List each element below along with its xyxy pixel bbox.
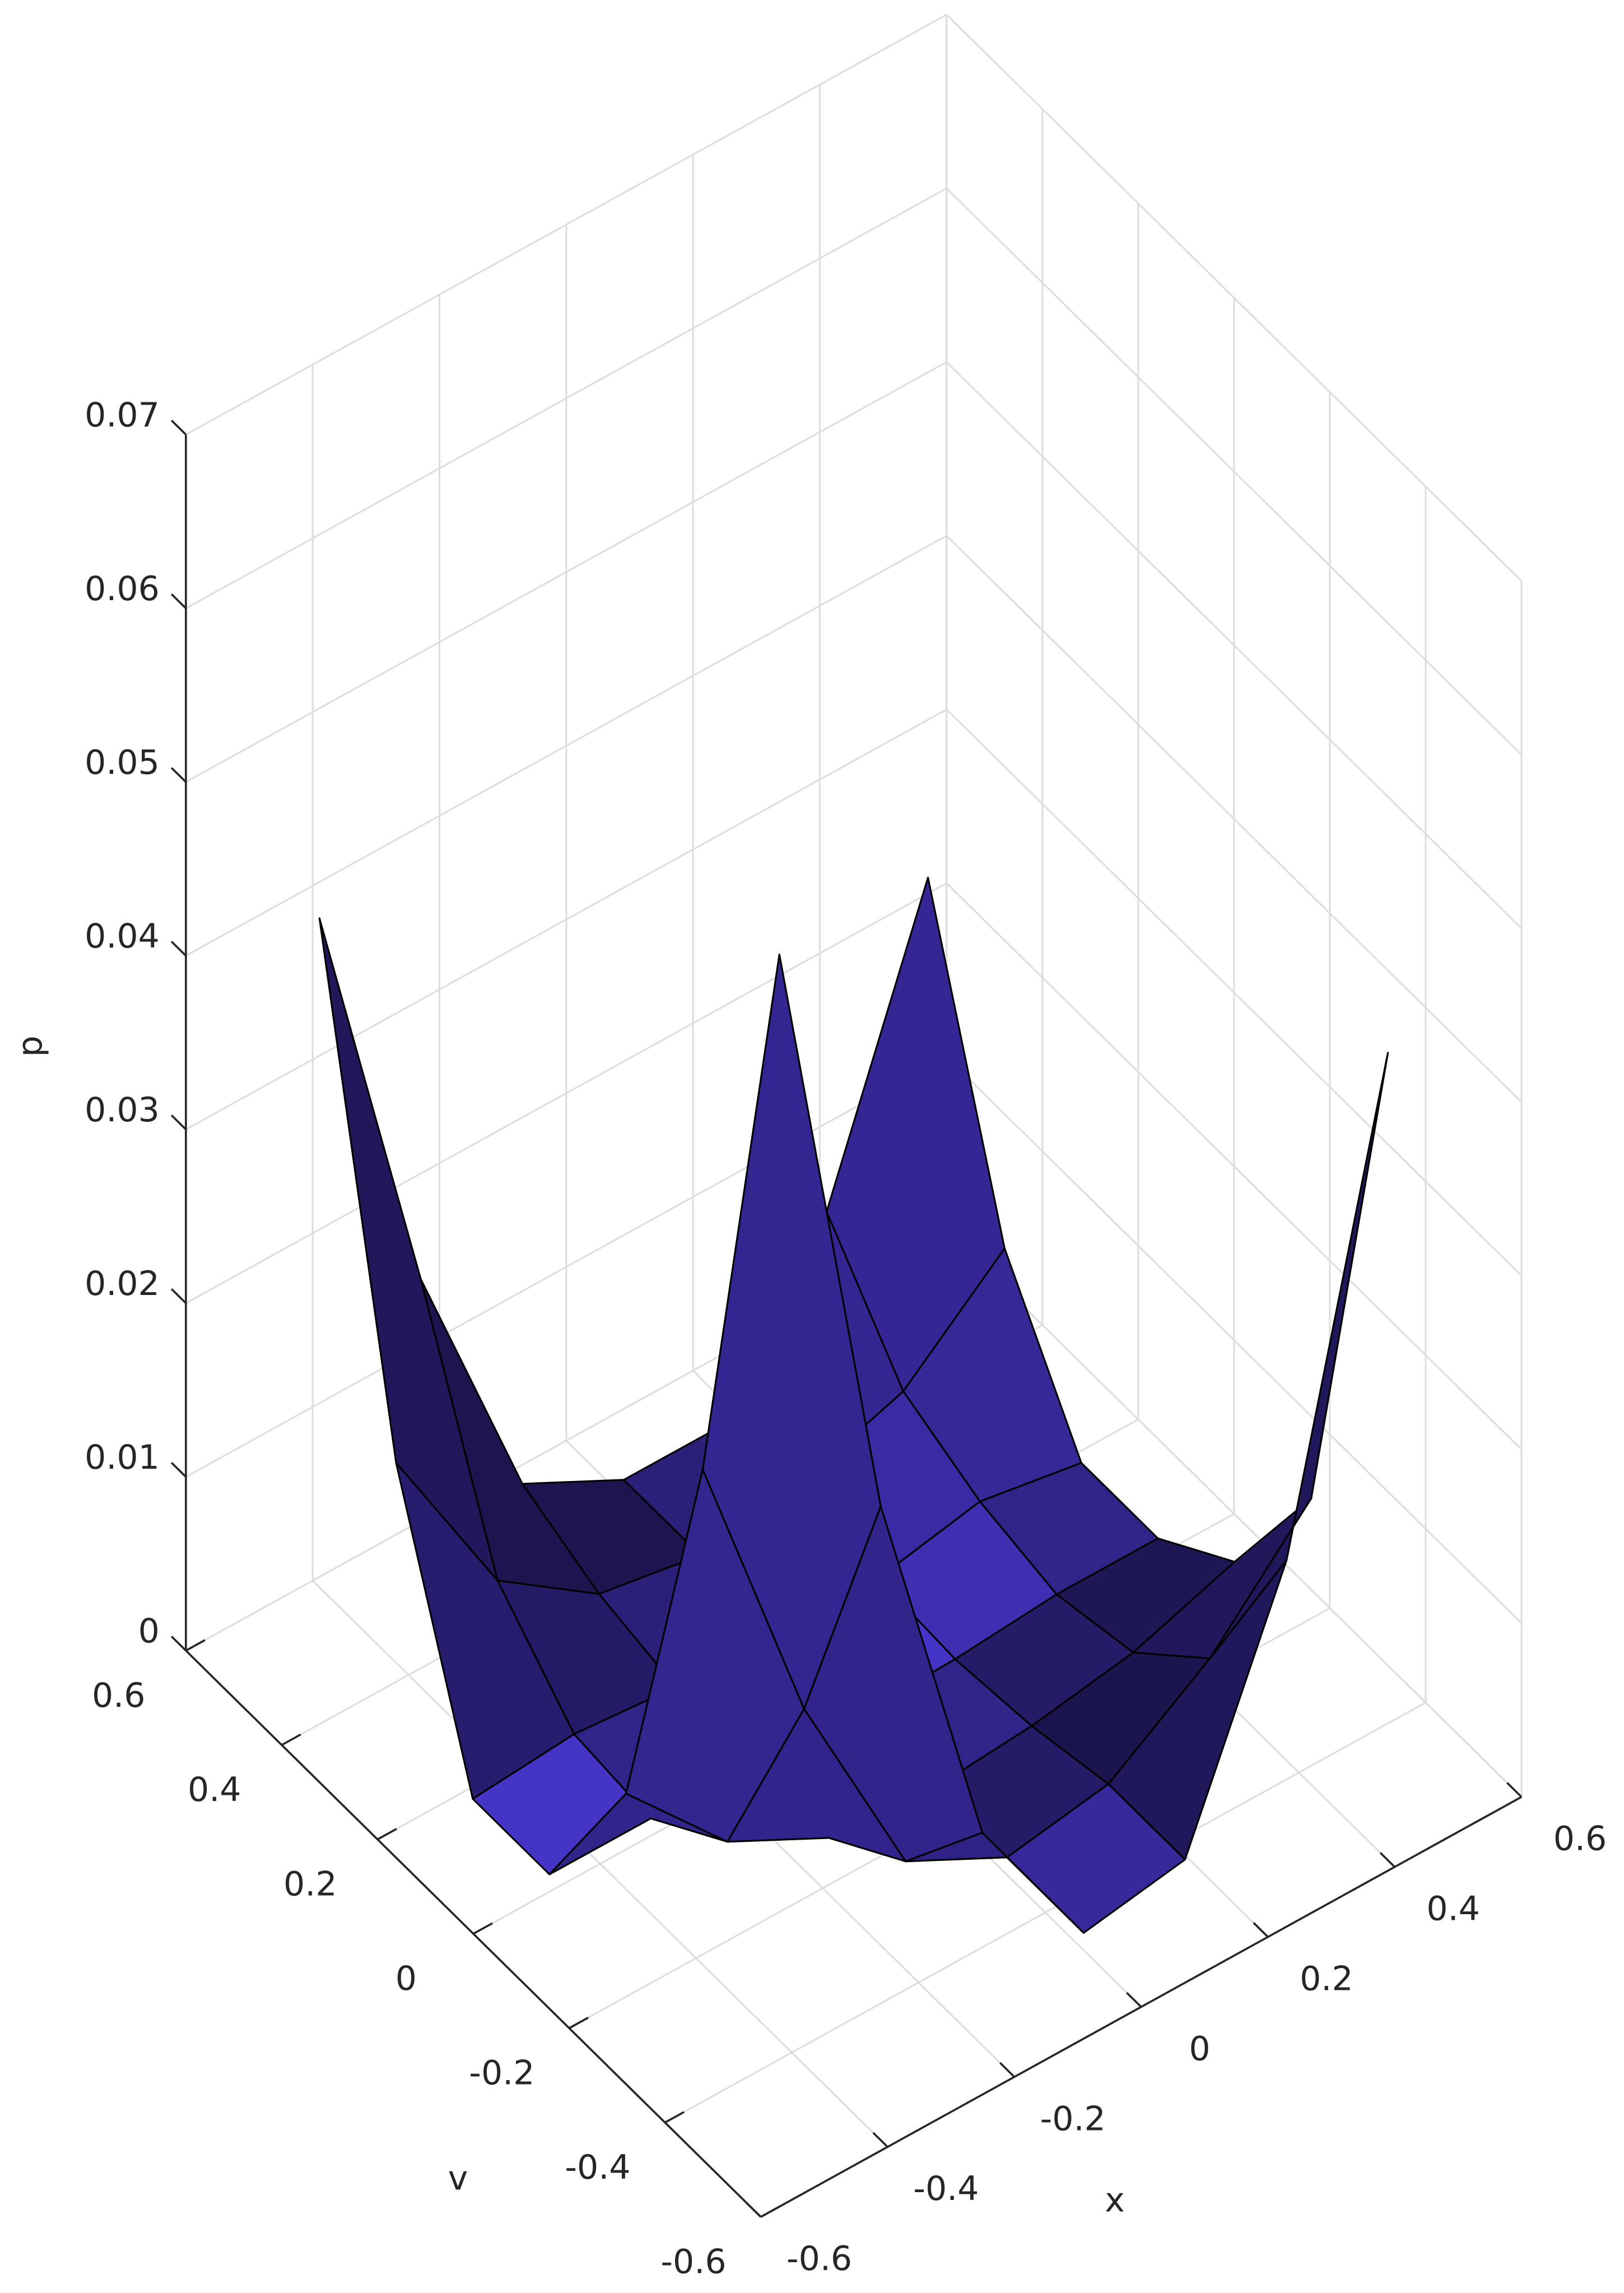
x-tick-label: -0.4 xyxy=(913,2169,979,2208)
z-tick-label: 0.01 xyxy=(85,1438,160,1477)
grid-line xyxy=(946,13,1523,582)
y-tick-label: 0.6 xyxy=(92,1676,146,1715)
x-tick xyxy=(1379,1852,1395,1868)
z-tick xyxy=(170,1115,187,1130)
z-tick-label: 0.04 xyxy=(85,917,160,956)
z-tick-label: 0.03 xyxy=(85,1090,160,1130)
y-tick-label: -0.4 xyxy=(565,2148,630,2187)
x-tick xyxy=(872,2132,888,2148)
z-tick xyxy=(170,593,187,609)
y-tick-label: 0 xyxy=(395,1959,417,1998)
grid-line xyxy=(185,535,947,957)
z-tick-label: 0.06 xyxy=(85,569,160,609)
x-tick-label: 0.2 xyxy=(1300,1960,1353,1999)
x-tick-label: -0.2 xyxy=(1040,2099,1106,2138)
z-tick xyxy=(170,1288,187,1304)
y-tick xyxy=(664,2111,685,2124)
y-tick xyxy=(473,1922,493,1935)
y-tick xyxy=(569,2017,589,2029)
grid-line xyxy=(185,361,947,783)
y-tick xyxy=(377,1828,397,1841)
grid-line xyxy=(185,187,947,609)
z-tick-label: 0.07 xyxy=(85,396,160,435)
x-tick-label: 0.4 xyxy=(1426,1890,1480,1929)
x-axis-label: x xyxy=(1105,2181,1125,2220)
y-axis-label: v xyxy=(448,2159,468,2198)
z-tick xyxy=(170,1462,187,1478)
grid-line xyxy=(946,709,1523,1277)
surface-face xyxy=(701,953,882,1710)
grid-line xyxy=(185,708,947,1130)
y-tick xyxy=(185,1639,206,1652)
y-tick xyxy=(760,2205,780,2218)
grid-line xyxy=(946,883,1523,1450)
x-tick xyxy=(1253,1922,1269,1938)
z-axis-label: p xyxy=(11,1036,50,1057)
y-tick-label: -0.2 xyxy=(469,2054,534,2093)
x-tick-label: 0 xyxy=(1189,2029,1210,2068)
z-tick-label: 0.05 xyxy=(85,743,160,782)
z-tick xyxy=(170,767,187,783)
grid-line xyxy=(946,1230,1523,1798)
grid-line xyxy=(185,882,947,1304)
grid-line xyxy=(664,1701,1426,2124)
x-tick-label: -0.6 xyxy=(787,2239,852,2278)
grid-line xyxy=(946,361,1523,929)
grid-line xyxy=(946,1056,1523,1624)
x-tick xyxy=(1506,1782,1523,1798)
x-tick xyxy=(746,2202,762,2218)
grid-line xyxy=(185,13,947,435)
y-tick xyxy=(281,1733,301,1746)
z-tick-label: 0.02 xyxy=(85,1264,160,1303)
grid-line xyxy=(946,535,1523,1103)
y-tick-label: 0.4 xyxy=(188,1770,241,1809)
x-tick xyxy=(1126,1992,1142,2008)
grid-line xyxy=(946,188,1523,755)
z-tick xyxy=(170,420,187,435)
y-tick-label: -0.6 xyxy=(660,2242,726,2281)
grid-line xyxy=(185,1056,947,1478)
x-tick xyxy=(999,2062,1016,2078)
x-tick-label: 0.6 xyxy=(1553,1819,1607,1859)
z-tick xyxy=(170,941,187,957)
y-tick-label: 0.2 xyxy=(283,1865,337,1904)
z-tick xyxy=(170,1636,187,1651)
z-tick-label: 0 xyxy=(138,1612,160,1651)
